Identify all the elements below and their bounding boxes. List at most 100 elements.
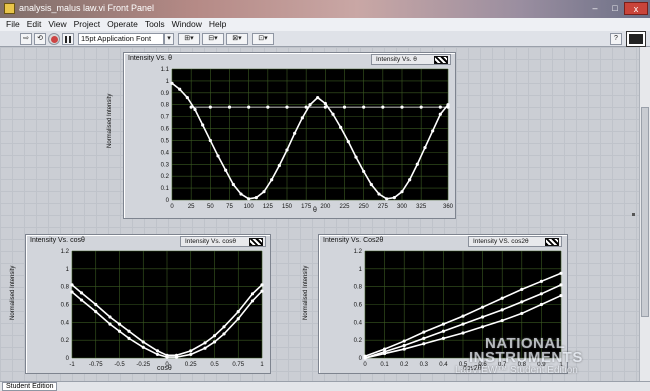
plot-legend[interactable]: Intensity Vs. θ: [371, 54, 451, 65]
graph-intensity-vs-cos-theta[interactable]: Intensity Vs. cosθ Intensity Vs. cosθ co…: [10, 234, 271, 374]
data-point: [500, 296, 504, 300]
data-point: [559, 271, 563, 275]
data-point: [260, 283, 264, 287]
data-point: [500, 318, 504, 323]
data-point: [520, 311, 524, 316]
x-tick-label: 325: [416, 204, 427, 210]
menu-project[interactable]: Project: [73, 19, 101, 29]
resize-objects-button[interactable]: ⊠▾: [226, 33, 248, 45]
legend-swatch-icon: [545, 238, 559, 246]
data-point: [270, 178, 274, 182]
menu-help[interactable]: Help: [208, 19, 227, 29]
x-tick-label: 200: [320, 204, 331, 210]
plot-legend[interactable]: Intensity Vs. cosθ: [180, 236, 266, 247]
data-point: [481, 325, 485, 329]
data-point: [165, 355, 169, 359]
scrollbar-thumb[interactable]: [641, 107, 649, 317]
data-point: [227, 105, 232, 109]
vertical-scrollbar[interactable]: [639, 47, 650, 381]
data-point: [539, 292, 543, 296]
y-tick-label: 0.1: [161, 186, 170, 192]
x-tick-label: 0.7: [498, 362, 507, 368]
y-tick-label: 0.8: [161, 103, 170, 109]
data-point: [212, 334, 217, 338]
data-point: [70, 283, 74, 287]
data-point: [520, 300, 524, 304]
abort-button[interactable]: [48, 33, 60, 45]
watermark-line2: INSTRUMENTS: [469, 349, 583, 366]
data-point: [400, 105, 404, 109]
data-point: [127, 329, 131, 333]
data-point: [308, 103, 312, 107]
data-point: [559, 293, 563, 298]
x-tick-label: 0: [165, 362, 169, 368]
graph-intensity-vs-theta[interactable]: Intensity Vs. θ Intensity Vs. θ θ Normal…: [107, 52, 456, 219]
y-axis-label: Normalised Intensity: [303, 265, 309, 320]
pause-button[interactable]: [62, 33, 74, 45]
close-button[interactable]: x: [624, 2, 648, 15]
menu-file[interactable]: File: [6, 19, 20, 29]
x-tick-label: 0.8: [518, 362, 527, 368]
y-tick-label: 0: [166, 198, 170, 204]
y-tick-label: 0.8: [61, 285, 70, 291]
legend-label: Intensity Vs. θ: [376, 56, 417, 63]
data-point: [254, 196, 258, 200]
menu-edit[interactable]: Edit: [26, 19, 42, 29]
data-point: [239, 192, 243, 196]
y-tick-label: 0.2: [354, 338, 363, 344]
align-icon: ⊞▾: [184, 35, 194, 42]
context-help-button[interactable]: ?: [610, 33, 622, 45]
data-point: [446, 105, 450, 109]
data-point: [285, 105, 289, 109]
labview-app-icon: [4, 3, 15, 14]
font-select[interactable]: 15pt Application Font: [78, 33, 164, 45]
minimize-button[interactable]: –: [592, 3, 598, 13]
x-tick-label: 250: [359, 204, 370, 210]
data-point: [94, 310, 98, 314]
menu-tools[interactable]: Tools: [144, 19, 165, 29]
menu-operate[interactable]: Operate: [107, 19, 138, 29]
data-point: [231, 182, 235, 187]
menu-view[interactable]: View: [48, 19, 67, 29]
data-point: [70, 290, 74, 294]
data-point: [170, 81, 174, 85]
data-point: [141, 345, 145, 349]
menu-window[interactable]: Window: [171, 19, 202, 29]
data-point: [208, 138, 212, 143]
data-point: [461, 314, 465, 318]
run-continuously-button[interactable]: ⟲: [34, 33, 46, 45]
x-tick-label: 0.4: [439, 362, 448, 368]
data-point: [520, 287, 524, 291]
data-point: [304, 105, 308, 109]
stop-icon: [50, 36, 58, 43]
front-panel-canvas: Intensity Vs. θ Intensity Vs. θ θ Normal…: [0, 47, 639, 381]
data-point: [79, 298, 84, 302]
x-tick-label: 175: [301, 204, 312, 210]
x-tick-label: 50: [207, 204, 214, 210]
data-point: [117, 322, 122, 326]
window-title-bar[interactable]: analysis_malus law.vi Front Panel – □ x: [0, 0, 650, 18]
distribute-objects-button[interactable]: ⊟▾: [202, 33, 224, 45]
y-tick-label: 0.9: [161, 91, 170, 97]
data-point: [441, 322, 445, 326]
x-tick-label: 25: [188, 204, 195, 210]
plot-svg-0: 0 25 50 75 100 125 150 175 200 225 250 275 300 325 360…: [161, 67, 454, 210]
data-point: [94, 302, 98, 307]
reorder-button[interactable]: ⊡▾: [252, 33, 274, 45]
y-tick-label: 0.4: [161, 150, 170, 156]
maximize-button[interactable]: □: [612, 3, 618, 13]
y-tick-label: 0.3: [161, 162, 170, 168]
data-point: [559, 283, 563, 287]
data-point: [331, 112, 335, 116]
run-button[interactable]: ⇨: [20, 33, 32, 45]
window-title: analysis_malus law.vi Front Panel: [19, 3, 155, 13]
y-tick-label: 1: [166, 79, 170, 85]
data-point: [155, 352, 160, 357]
font-select-arrow[interactable]: ▾: [164, 33, 174, 45]
student-edition-tab[interactable]: Student Edition: [2, 382, 58, 391]
align-objects-button[interactable]: ⊞▾: [178, 33, 200, 45]
plot-legend[interactable]: Intensity VS. cos2θ: [468, 236, 562, 247]
data-point: [438, 105, 442, 109]
graph-intensity-vs-cos2-theta[interactable]: Intensity Vs. Cos2θ Intensity VS. cos2θ …: [303, 234, 568, 374]
data-point: [446, 103, 450, 107]
